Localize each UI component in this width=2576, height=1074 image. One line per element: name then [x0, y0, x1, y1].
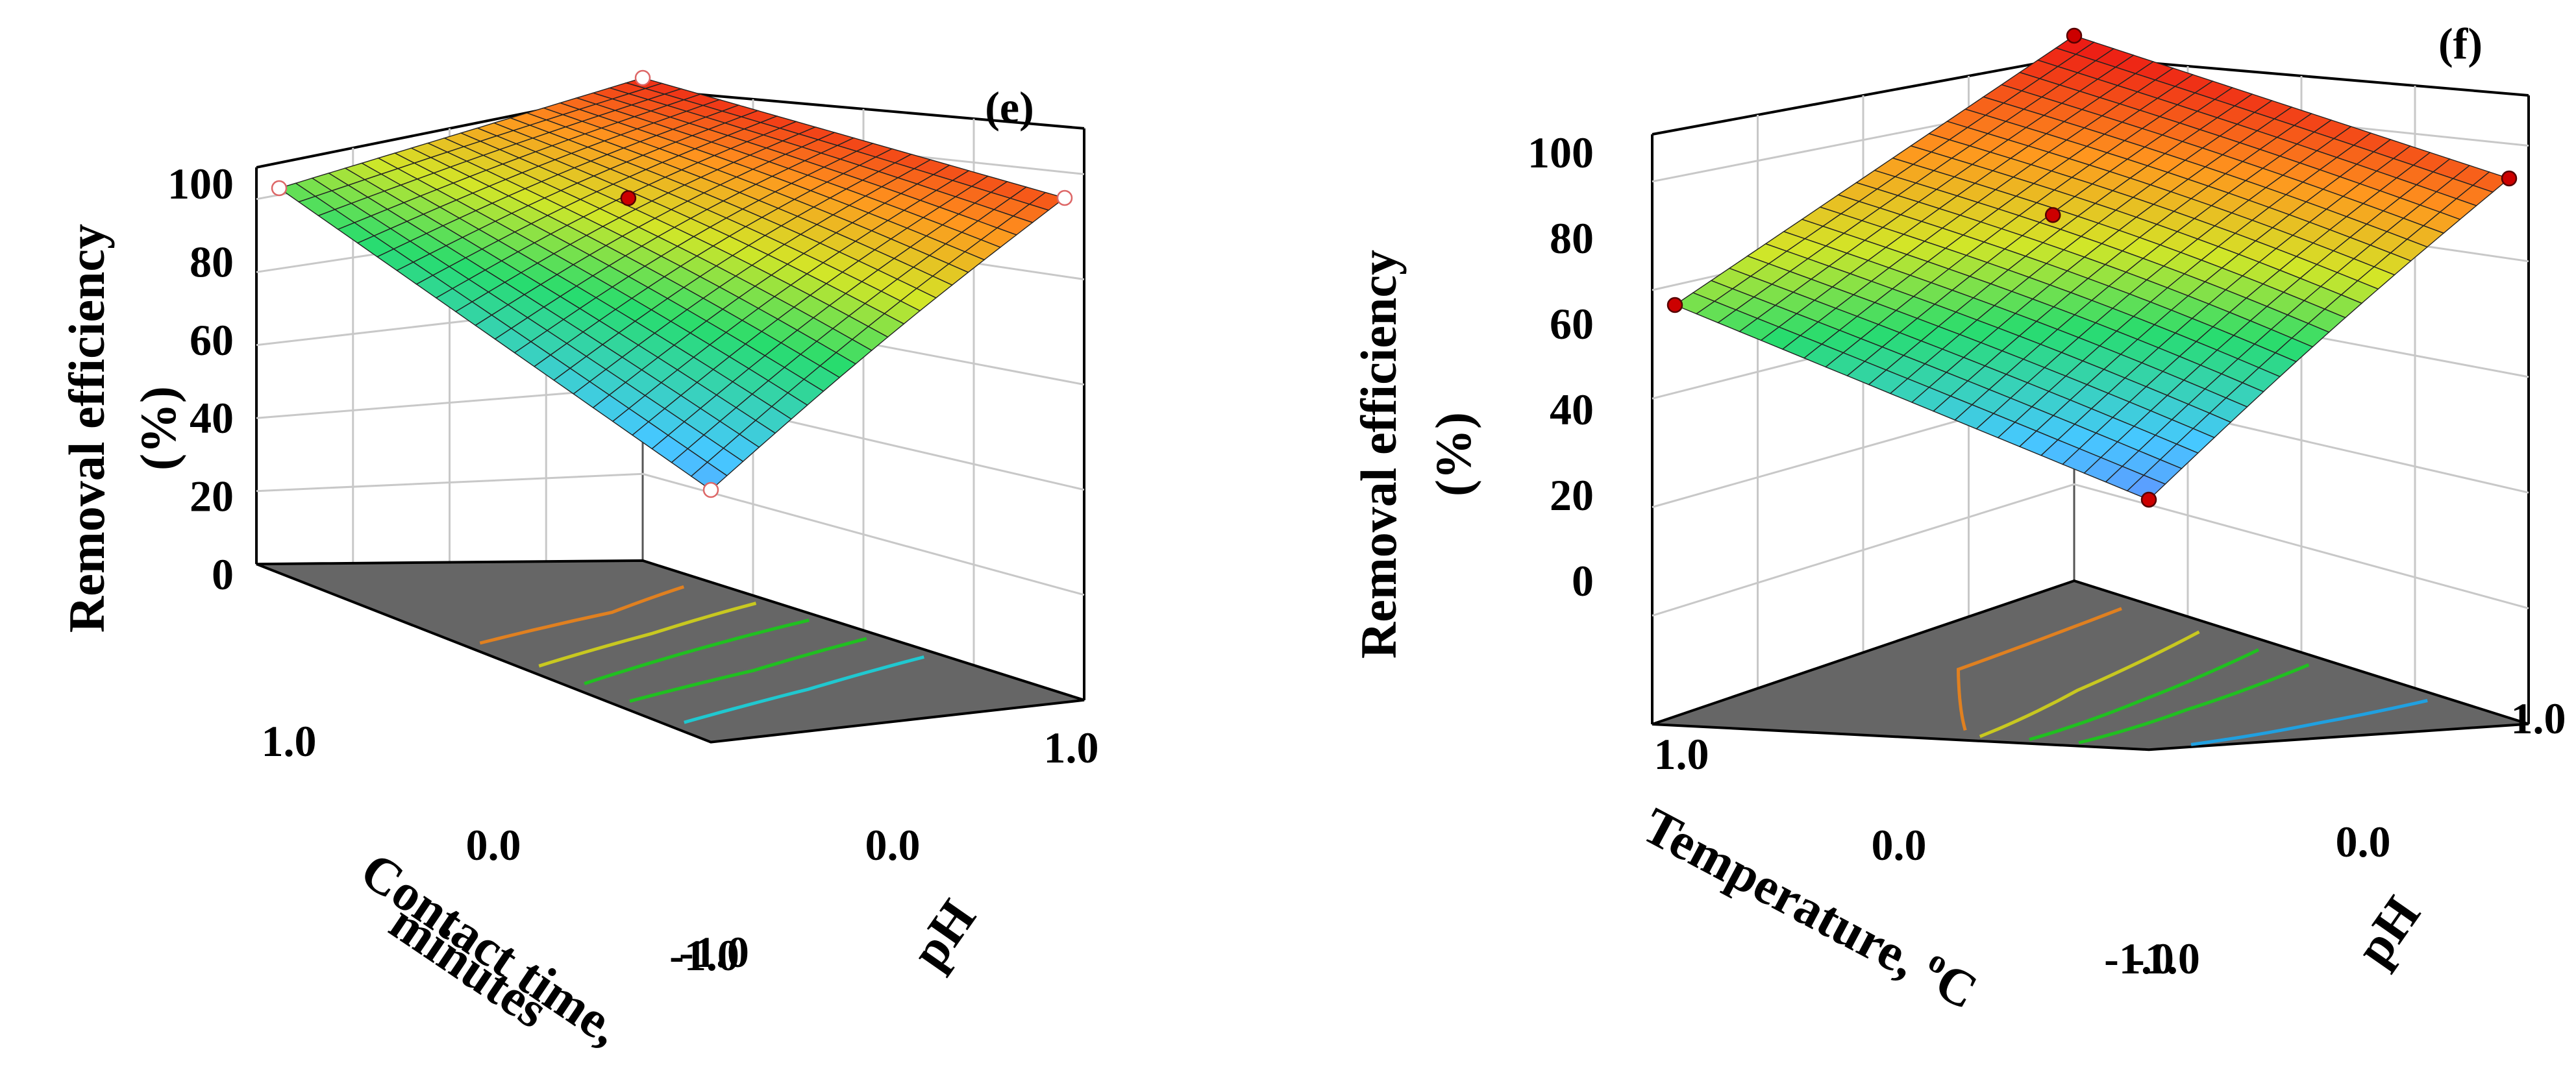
contour-floor: [256, 559, 1085, 744]
y-axis-label: pH: [900, 890, 987, 979]
design-point: [1666, 297, 1683, 313]
x-tick-label: 1.0: [1654, 729, 1709, 779]
contour-line: [629, 637, 867, 703]
design-point: [2501, 170, 2518, 187]
z-tick-label: 20: [1550, 470, 1594, 520]
z-axis-label: Removal efficiency: [58, 224, 115, 633]
z-tick-label: 80: [190, 237, 234, 286]
design-point: [2044, 207, 2061, 223]
contour-line: [1956, 607, 2122, 731]
contour-line: [538, 602, 757, 668]
contour-line: [479, 585, 685, 645]
y-axis-label: pH: [2345, 886, 2431, 976]
design-point: [2066, 27, 2083, 44]
response-surface: [278, 77, 1066, 491]
wall-gridline: [256, 472, 1085, 596]
design-point: [2140, 491, 2157, 508]
design-point: [634, 69, 651, 86]
z-tick-label: 60: [1550, 299, 1594, 348]
y-tick-label: -1.0: [2130, 934, 2200, 983]
x-tick-label: -1.0: [679, 927, 749, 977]
z-axis-label: (%): [1425, 412, 1481, 496]
y-tick-label: 1.0: [2511, 694, 2566, 743]
contour-line: [1979, 630, 2200, 738]
design-point: [620, 190, 637, 206]
z-tick-label: 20: [190, 472, 234, 521]
contour-line: [2029, 648, 2260, 742]
z-tick-label: 0: [1572, 556, 1594, 605]
contour-line: [584, 618, 810, 685]
x-tick-label: 1.0: [262, 716, 317, 766]
contour-floor: [1652, 579, 2529, 751]
z-tick-label: 60: [190, 315, 234, 365]
chart-panel-f: 0 20 40 60 80 100 Removal efficiency (%) (f) 1.0 0…: [1350, 19, 2566, 1021]
z-axis-label: (%): [130, 386, 186, 470]
panel-label: (f): [2438, 19, 2483, 68]
z-tick-label: 0: [212, 550, 234, 599]
y-tick-label: -1.0: [669, 931, 739, 980]
chart-panel-e: 0 20 40 60 80 100 Removal efficiency (%) (e) 1.0 0…: [58, 69, 1099, 1056]
design-point: [702, 482, 719, 498]
y-tick-label: 0.0: [865, 820, 921, 870]
x-tick-label: 0.0: [466, 820, 521, 870]
z-axis-label: Removal efficiency: [1350, 250, 1407, 659]
z-tick-label: 100: [167, 159, 234, 208]
design-point: [1056, 189, 1073, 206]
panel-label: (e): [985, 82, 1034, 132]
z-tick-label: 100: [1528, 128, 1594, 177]
x-tick-label: 0.0: [1872, 820, 1927, 870]
response-surface: [1674, 35, 2510, 500]
y-tick-label: 0.0: [2336, 817, 2391, 866]
contour-line: [2190, 699, 2428, 746]
contour-line: [684, 655, 924, 724]
design-point: [271, 180, 288, 197]
x-axis-label: Temperature, oC: [1634, 794, 1988, 1021]
wall-gridline: [1652, 483, 2529, 617]
y-tick-label: 1.0: [1044, 723, 1099, 772]
z-tick-label: 80: [1550, 214, 1594, 263]
z-tick-label: 40: [190, 393, 234, 443]
contour-line: [2078, 663, 2310, 744]
z-tick-label: 40: [1550, 385, 1594, 434]
x-tick-label: -1.0: [2104, 934, 2174, 983]
